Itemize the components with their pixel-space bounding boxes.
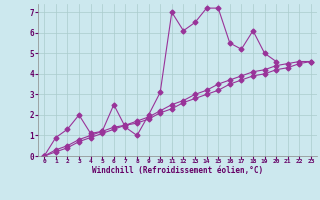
X-axis label: Windchill (Refroidissement éolien,°C): Windchill (Refroidissement éolien,°C) [92,166,263,175]
